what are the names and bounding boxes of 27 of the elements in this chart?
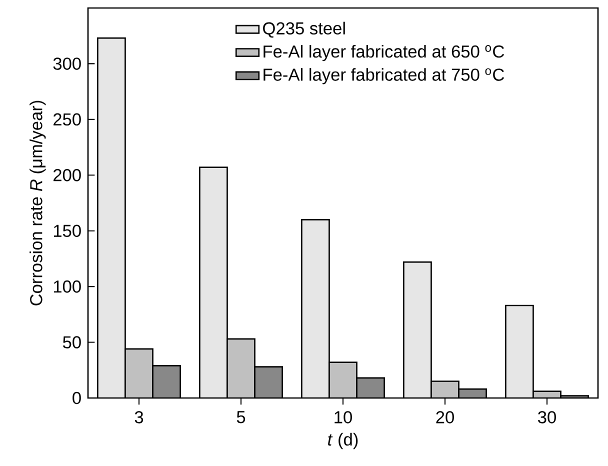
y-tick-label: 100 xyxy=(54,280,81,293)
y-tick-label: 250 xyxy=(54,113,81,126)
y-tick-label: 0 xyxy=(72,392,81,404)
bar xyxy=(200,167,228,398)
legend-label: Q235 steel xyxy=(263,22,345,38)
y-tick-label: 200 xyxy=(54,168,81,182)
bar xyxy=(254,366,282,398)
x-tick-label: 30 xyxy=(538,411,556,424)
x-tick-label: 3 xyxy=(134,411,144,424)
bar xyxy=(329,362,357,398)
legend-label: Fe-Al layer fabricated at 750 $^{o}$C xyxy=(264,68,504,84)
y-tick-label: 50 xyxy=(62,336,81,348)
x-axis-title: t (d) xyxy=(328,432,358,450)
x-tick-label: 5 xyxy=(236,411,246,424)
y-tick-label: 300 xyxy=(53,58,81,70)
y-axis-title: Corrosion rate R (μm/year) xyxy=(30,100,46,306)
bar xyxy=(302,220,330,398)
bar xyxy=(505,304,534,398)
legend-label: Fe-Al layer fabricated at 650 $^{o}$C xyxy=(264,44,504,62)
y-tick-label: 150 xyxy=(54,224,81,237)
x-tick-label: 10 xyxy=(334,411,352,424)
bar xyxy=(125,348,153,398)
x-tick-label: 20 xyxy=(436,411,454,424)
bar xyxy=(98,38,126,398)
bar xyxy=(152,366,180,398)
bar xyxy=(227,338,255,398)
bar xyxy=(404,262,432,398)
